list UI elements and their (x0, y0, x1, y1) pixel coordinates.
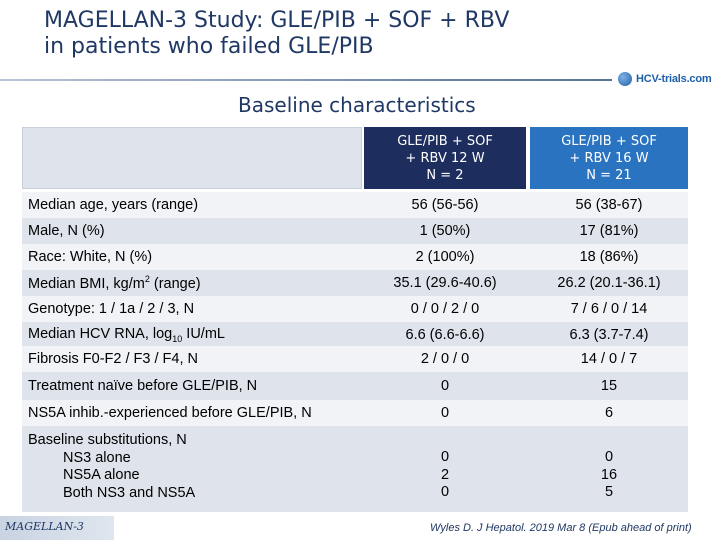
table-row-substitutions: Baseline substitutions, N NS3 alone NS5A… (22, 426, 688, 512)
cell-16w: 26.2 (20.1-36.1) (557, 275, 661, 291)
title-line-1: MAGELLAN-3 Study: GLE/PIB + SOF + RBV (44, 8, 510, 33)
cell-12w: 56 (56-56) (411, 197, 479, 213)
substitution-label: NS3 alone (63, 449, 131, 466)
column-header-line: + RBV 12 W (405, 150, 485, 166)
table-row: Median HCV RNA, log10 IU/mL 6.6 (6.6-6.6… (22, 322, 688, 348)
substitutions-heading: Baseline substitutions, N (28, 432, 187, 448)
logo-text: HCV-trials.com (636, 73, 712, 85)
table-row: NS5A inhib.-experienced before GLE/PIB, … (22, 400, 688, 426)
row-label: NS5A inhib.-experienced before GLE/PIB, … (28, 405, 312, 421)
cell-12w: 0 (440, 405, 450, 421)
table-row: Male, N (%) 1 (50%) 17 (81%) (22, 218, 688, 244)
column-header-12w: GLE/PIB + SOF + RBV 12 W N = 2 (364, 127, 526, 189)
footer-study-tag: MAGELLAN-3 (0, 516, 114, 540)
cell-16w: 18 (86%) (579, 249, 639, 265)
slide-title: MAGELLAN-3 Study: GLE/PIB + SOF + RBV in… (44, 8, 604, 60)
title-line-2: in patients who failed GLE/PIB (44, 34, 374, 59)
cell-12w: 0 2 0 (440, 449, 450, 500)
hcv-trials-logo-icon (618, 72, 632, 86)
row-label: Fibrosis F0-F2 / F3 / F4, N (28, 351, 198, 367)
cell-12w: 6.6 (6.6-6.6) (405, 327, 485, 343)
cell-16w: 0 16 5 (600, 449, 618, 500)
logo: HCV-trials.com (618, 70, 718, 88)
table-header-blank (22, 127, 362, 189)
row-label: Genotype: 1 / 1a / 2 / 3, N (28, 301, 195, 317)
column-header-line: N = 21 (586, 167, 632, 183)
title-divider (0, 79, 612, 81)
footer-citation: Wyles D. J Hepatol. 2019 Mar 8 (Epub ahe… (430, 522, 692, 534)
table-row: Median age, years (range) 56 (56-56) 56 … (22, 192, 688, 218)
row-label: Median age, years (range) (28, 197, 199, 213)
cell-16w: 56 (38-67) (575, 197, 643, 213)
cell-16w: 17 (81%) (579, 223, 639, 239)
column-header-line: GLE/PIB + SOF (397, 133, 493, 149)
row-label: Baseline substitutions, N NS3 alone NS5A… (28, 432, 195, 502)
cell-12w: 2 / 0 / 0 (420, 351, 470, 367)
row-label: Race: White, N (%) (28, 249, 153, 265)
cell-16w: 15 (600, 378, 618, 394)
substitution-label: NS5A alone (63, 467, 140, 483)
column-header-line: + RBV 16 W (569, 150, 649, 166)
cell-16w: 6 (604, 405, 614, 421)
column-header-line: N = 2 (426, 167, 464, 183)
cell-16w: 14 / 0 / 7 (580, 351, 638, 367)
table-row: Fibrosis F0-F2 / F3 / F4, N 2 / 0 / 0 14… (22, 346, 688, 372)
table-row: Median BMI, kg/m2 (range) 35.1 (29.6-40.… (22, 270, 688, 296)
row-label: Median HCV RNA, log10 IU/mL (28, 326, 225, 344)
row-label: Treatment naïve before GLE/PIB, N (28, 378, 258, 394)
table-row: Genotype: 1 / 1a / 2 / 3, N 0 / 0 / 2 / … (22, 296, 688, 322)
substitution-label: Both NS3 and NS5A (63, 484, 196, 501)
row-label: Male, N (%) (28, 223, 105, 239)
column-header-line: GLE/PIB + SOF (561, 133, 657, 149)
column-header-16w: GLE/PIB + SOF + RBV 16 W N = 21 (530, 127, 688, 189)
cell-12w: 35.1 (29.6-40.6) (393, 275, 497, 291)
table-row: Treatment naïve before GLE/PIB, N 0 15 (22, 372, 688, 400)
cell-12w: 0 / 0 / 2 / 0 (410, 301, 480, 317)
cell-12w: 1 (50%) (419, 223, 471, 239)
row-label: Median BMI, kg/m2 (range) (28, 274, 201, 292)
section-heading: Baseline characteristics (238, 93, 476, 117)
cell-16w: 7 / 6 / 0 / 14 (570, 301, 648, 317)
cell-12w: 2 (100%) (415, 249, 475, 265)
cell-16w: 6.3 (3.7-7.4) (569, 327, 649, 343)
cell-12w: 0 (440, 378, 450, 394)
table-row: Race: White, N (%) 2 (100%) 18 (86%) (22, 244, 688, 270)
